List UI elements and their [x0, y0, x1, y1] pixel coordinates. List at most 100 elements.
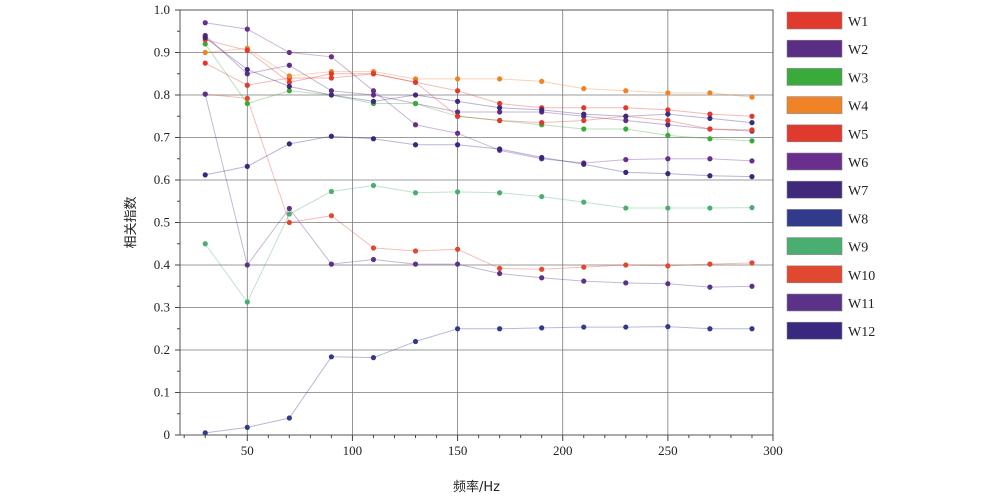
data-point [497, 100, 503, 107]
x-tick-label: 300 [763, 443, 783, 458]
series-w4 [202, 45, 755, 100]
legend-swatch [786, 293, 843, 312]
data-point [286, 62, 292, 68]
series-line [204, 37, 753, 124]
data-point [497, 326, 503, 332]
data-point [749, 120, 755, 126]
data-point [497, 105, 503, 111]
data-point [749, 138, 755, 144]
data-point [244, 71, 250, 77]
legend-label: W6 [848, 156, 868, 171]
data-point [202, 20, 208, 26]
data-point [539, 120, 545, 126]
data-point [328, 354, 335, 360]
data-point [665, 117, 671, 124]
x-tick-label: 200 [553, 443, 573, 458]
data-point [539, 154, 545, 161]
data-point [623, 324, 629, 330]
data-point [497, 265, 503, 271]
data-point [749, 94, 755, 100]
data-point [286, 88, 292, 94]
series-line [205, 135, 753, 178]
legend: W1 W2 W3 W4 W5 W6 W7 W8 W9 W10 W11 W12 [786, 11, 875, 340]
data-point [244, 26, 250, 32]
legend-label: W7 [848, 184, 868, 199]
data-point [665, 111, 671, 117]
data-point [623, 88, 629, 94]
data-point [497, 117, 503, 124]
y-tick-label: 1.0 [154, 2, 170, 17]
data-point [202, 49, 208, 56]
x-tick-label: 100 [343, 443, 363, 458]
data-point [454, 142, 461, 148]
y-axis-title: 相关指数 [124, 196, 139, 248]
data-point [539, 325, 545, 331]
data-point [244, 47, 250, 53]
data-point [581, 117, 587, 124]
data-point [412, 261, 419, 267]
legend-label: W12 [848, 325, 875, 340]
data-point [286, 83, 292, 90]
data-point [412, 100, 419, 107]
series-line [205, 326, 752, 434]
data-point [665, 90, 671, 96]
series-line [204, 35, 753, 132]
series-line [205, 39, 753, 131]
data-point [412, 190, 419, 196]
series-line [205, 22, 753, 164]
data-point [370, 256, 377, 263]
data-point [539, 107, 545, 113]
legend-swatch [786, 265, 843, 284]
data-point [581, 86, 587, 92]
data-point [454, 326, 461, 332]
series-w9 [202, 182, 755, 305]
legend-swatch [786, 68, 843, 86]
data-point [707, 90, 713, 96]
data-point [581, 161, 587, 167]
data-point [202, 241, 208, 247]
legend-swatch [786, 237, 843, 255]
data-point [454, 98, 461, 104]
legend-label: W3 [848, 71, 868, 86]
data-point [581, 264, 587, 270]
series-line [205, 47, 753, 98]
data-point [749, 158, 755, 164]
data-point [370, 88, 377, 94]
x-axis-title: 频率/Hz [453, 479, 500, 495]
data-point [370, 355, 377, 361]
data-point [454, 76, 461, 82]
data-point [370, 136, 377, 142]
data-point [497, 109, 503, 115]
series-line [204, 184, 753, 303]
data-point [454, 246, 461, 252]
data-point [286, 49, 292, 56]
series-w8 [202, 324, 755, 436]
legend-swatch [786, 39, 843, 58]
data-point [623, 157, 629, 163]
data-point [370, 92, 377, 98]
data-point [328, 133, 335, 139]
data-point [286, 205, 292, 212]
data-point [244, 299, 250, 305]
data-point [202, 91, 208, 97]
data-point [623, 205, 629, 211]
data-point [749, 205, 755, 211]
data-point [412, 92, 419, 98]
data-point [286, 219, 292, 226]
data-point [581, 199, 587, 205]
data-point [244, 424, 250, 430]
series-line [204, 93, 753, 288]
data-point [665, 281, 671, 287]
data-point [412, 122, 419, 128]
data-point [749, 260, 755, 266]
legend-swatch [786, 124, 843, 143]
data-point [497, 76, 503, 82]
y-tick-label: 0.8 [154, 87, 170, 102]
data-point [665, 263, 671, 269]
series-line [204, 62, 753, 117]
series-w12 [202, 133, 755, 180]
data-point [749, 127, 755, 133]
data-point [707, 284, 713, 290]
data-point [370, 98, 377, 104]
data-point [581, 105, 587, 111]
